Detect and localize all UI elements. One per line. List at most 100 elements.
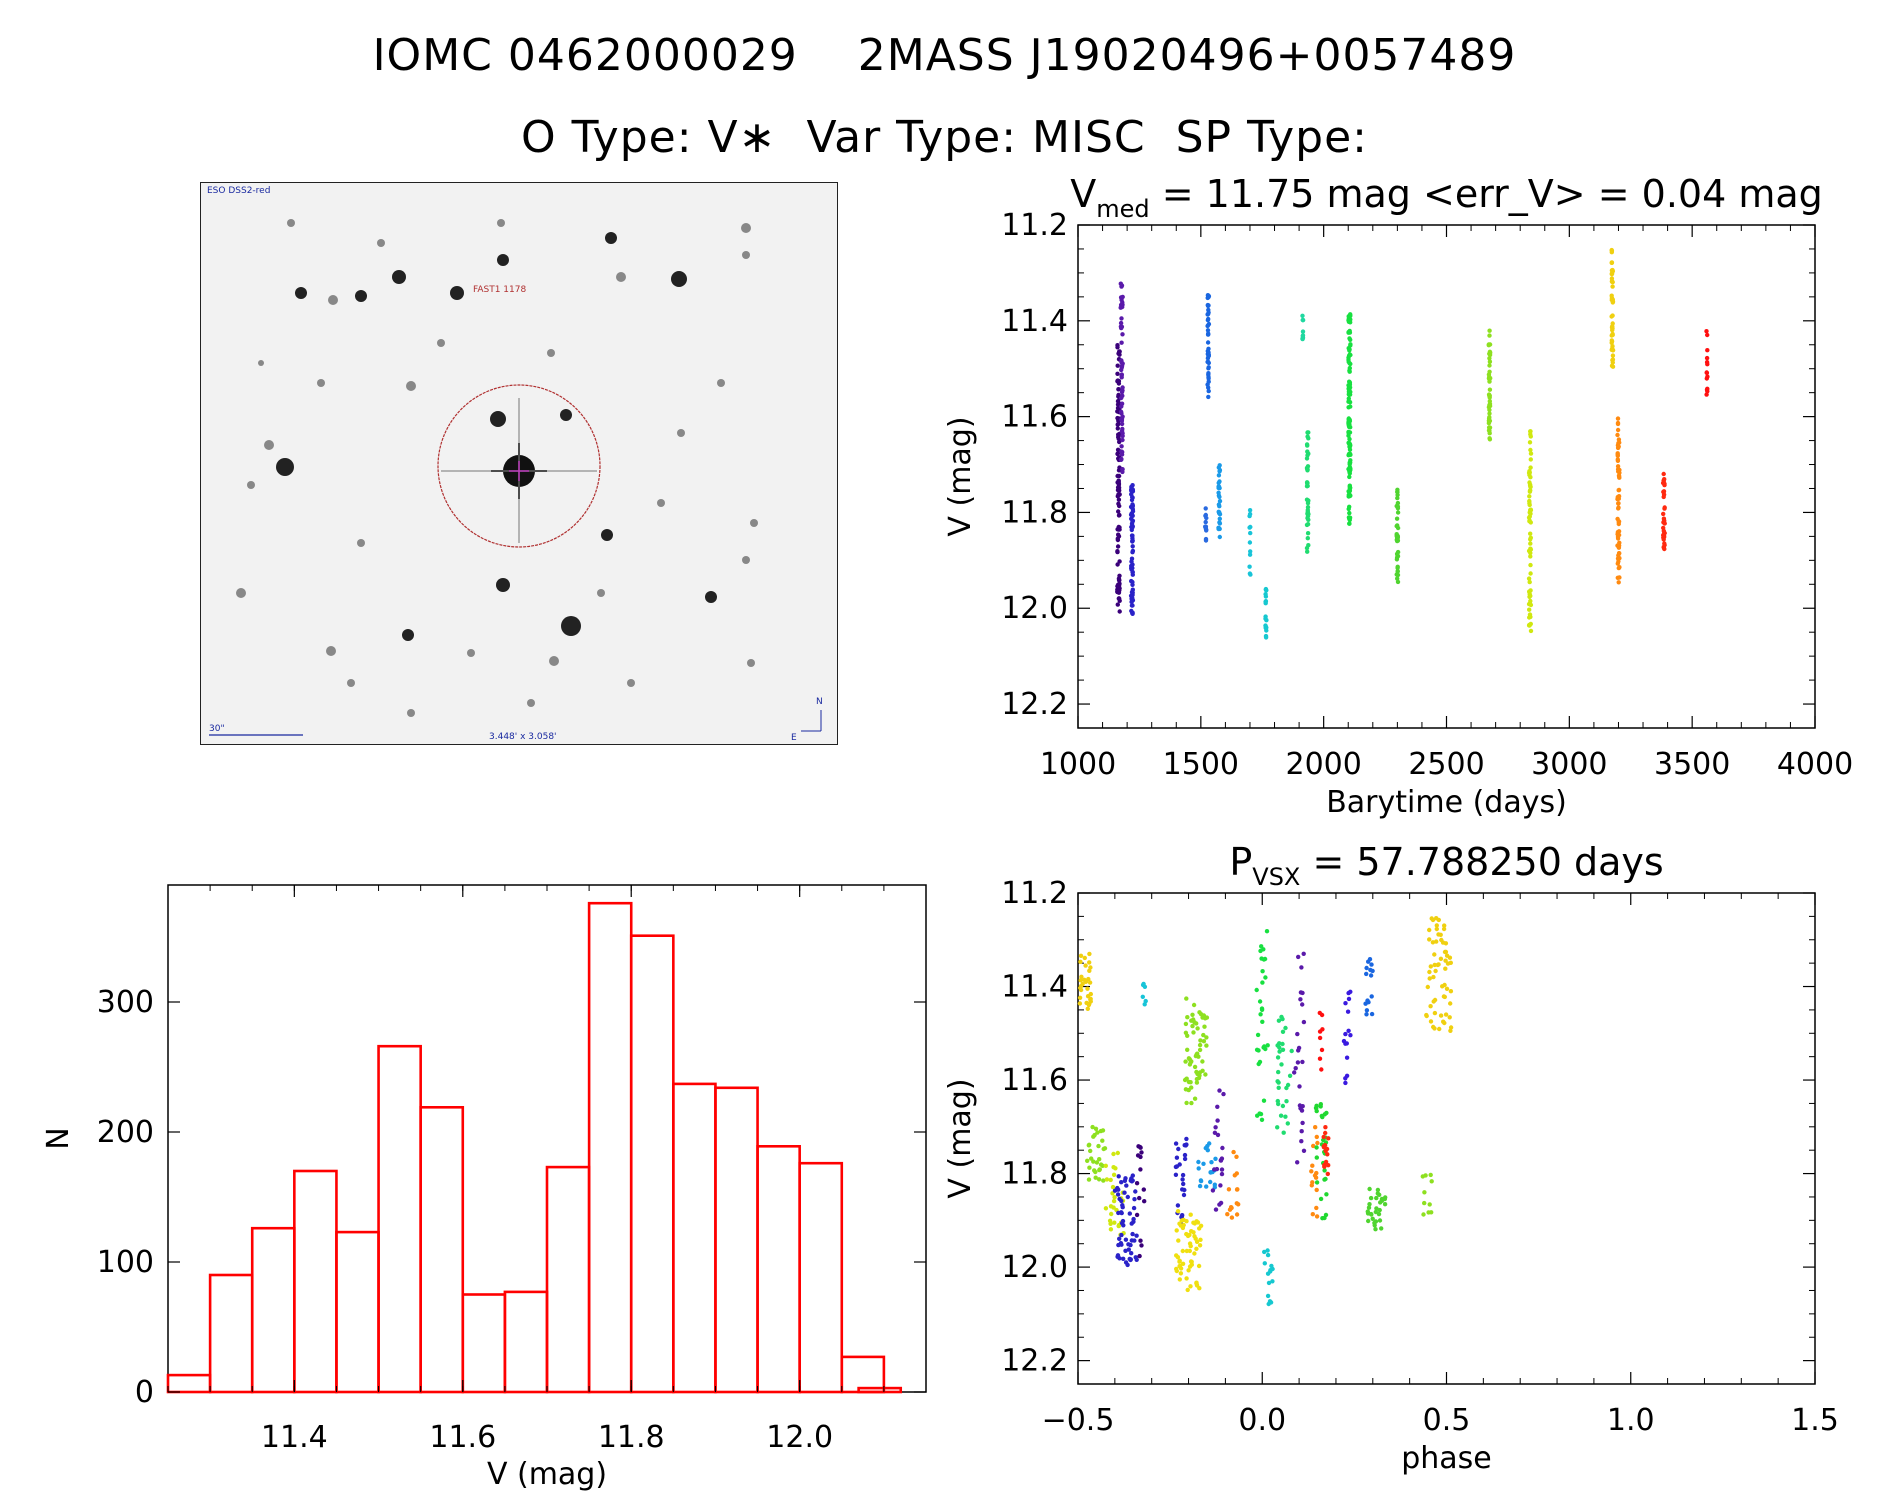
data-series-1 (1118, 281, 1125, 475)
data-point (1395, 576, 1400, 581)
data-series-0 (1115, 343, 1123, 614)
data-point (1305, 449, 1310, 454)
data-point (1310, 1163, 1315, 1168)
data-point (1134, 1181, 1140, 1186)
data-point (1299, 965, 1304, 970)
data-point (1528, 571, 1533, 576)
data-point (1177, 1162, 1182, 1167)
histogram-bar (587, 901, 633, 1394)
data-point (1442, 1020, 1447, 1026)
data-point (1347, 462, 1352, 467)
data-point (1205, 317, 1211, 323)
data-point (1217, 479, 1222, 484)
data-point (1181, 1217, 1186, 1223)
data-point (1346, 359, 1351, 365)
data-point (1348, 337, 1353, 342)
data-point (1206, 394, 1211, 400)
data-point (1367, 1186, 1372, 1192)
data-point (1112, 1195, 1117, 1200)
data-point (1428, 964, 1434, 969)
data-point (1130, 550, 1135, 555)
data-point (1174, 1268, 1180, 1274)
data-point (1285, 1121, 1291, 1126)
data-point (1616, 551, 1622, 556)
data-point (1212, 1130, 1218, 1136)
data-point (1079, 974, 1084, 979)
data-point (1300, 1002, 1305, 1007)
data-point (1203, 1072, 1208, 1077)
data-point (1448, 1028, 1453, 1034)
data-point (1295, 1031, 1300, 1037)
data-point (1187, 1232, 1192, 1238)
data-point (1234, 1212, 1240, 1217)
field-star (406, 381, 416, 391)
data-point (1295, 1160, 1300, 1165)
data-point (1347, 510, 1352, 516)
data-series-11 (1225, 1149, 1241, 1220)
data-point (1367, 1202, 1372, 1207)
data-point (1119, 1232, 1124, 1238)
histogram-bar (756, 1145, 801, 1394)
data-point (1528, 593, 1533, 599)
data-point (1395, 495, 1400, 501)
data-point (1526, 601, 1532, 607)
data-point (1201, 1032, 1206, 1038)
data-point (1427, 937, 1432, 942)
data-point (1436, 962, 1441, 967)
data-point (1123, 1260, 1129, 1265)
x-tick-label: 2000 (1285, 747, 1361, 782)
data-point (1091, 1134, 1096, 1139)
data-point (1119, 316, 1124, 321)
data-point (1314, 1205, 1319, 1211)
data-point (1119, 444, 1124, 449)
data-point (1234, 1171, 1240, 1176)
data-point (1130, 582, 1135, 587)
data-point (1130, 509, 1136, 514)
data-point (1119, 363, 1125, 368)
y-tick-label: 11.2 (1001, 208, 1068, 243)
data-point (1263, 592, 1268, 597)
data-point (1527, 488, 1533, 493)
data-point (1265, 1271, 1271, 1276)
data-point (1395, 489, 1400, 495)
data-point (1448, 1001, 1453, 1006)
data-point (1197, 1047, 1203, 1053)
data-point (1117, 609, 1122, 614)
data-point (1111, 1172, 1117, 1178)
data-point (1368, 973, 1374, 978)
data-series-5 (1140, 981, 1148, 1007)
data-point (1434, 923, 1440, 928)
data-point (1078, 959, 1083, 964)
data-point (1304, 442, 1310, 447)
data-point (1100, 1138, 1105, 1143)
data-point (1314, 1180, 1320, 1185)
data-point (1323, 1212, 1329, 1218)
data-point (1615, 496, 1620, 502)
data-point (1120, 467, 1125, 472)
data-point (1369, 994, 1374, 999)
data-point (1217, 463, 1222, 468)
data-point (1661, 516, 1667, 521)
data-point (1097, 1157, 1102, 1162)
data-point (1347, 521, 1352, 526)
data-point (1276, 1069, 1281, 1075)
x-tick-label: 1.0 (1607, 1403, 1655, 1438)
data-point (1422, 1190, 1427, 1195)
data-point (1116, 432, 1122, 437)
data-point (1304, 522, 1310, 528)
data-point (1191, 1230, 1196, 1235)
data-point (1704, 370, 1709, 375)
data-point (1347, 474, 1352, 480)
data-point (1281, 1130, 1286, 1135)
data-point (1137, 1195, 1142, 1201)
data-point (1323, 1148, 1328, 1154)
data-point (1528, 451, 1534, 456)
data-point (1260, 969, 1265, 974)
data-point (1131, 1216, 1136, 1222)
data-point (1103, 1163, 1109, 1169)
data-point (1704, 360, 1710, 365)
data-point (1119, 340, 1124, 345)
histogram-bar (840, 1355, 886, 1394)
data-point (1526, 576, 1532, 581)
data-point (1182, 1152, 1188, 1158)
